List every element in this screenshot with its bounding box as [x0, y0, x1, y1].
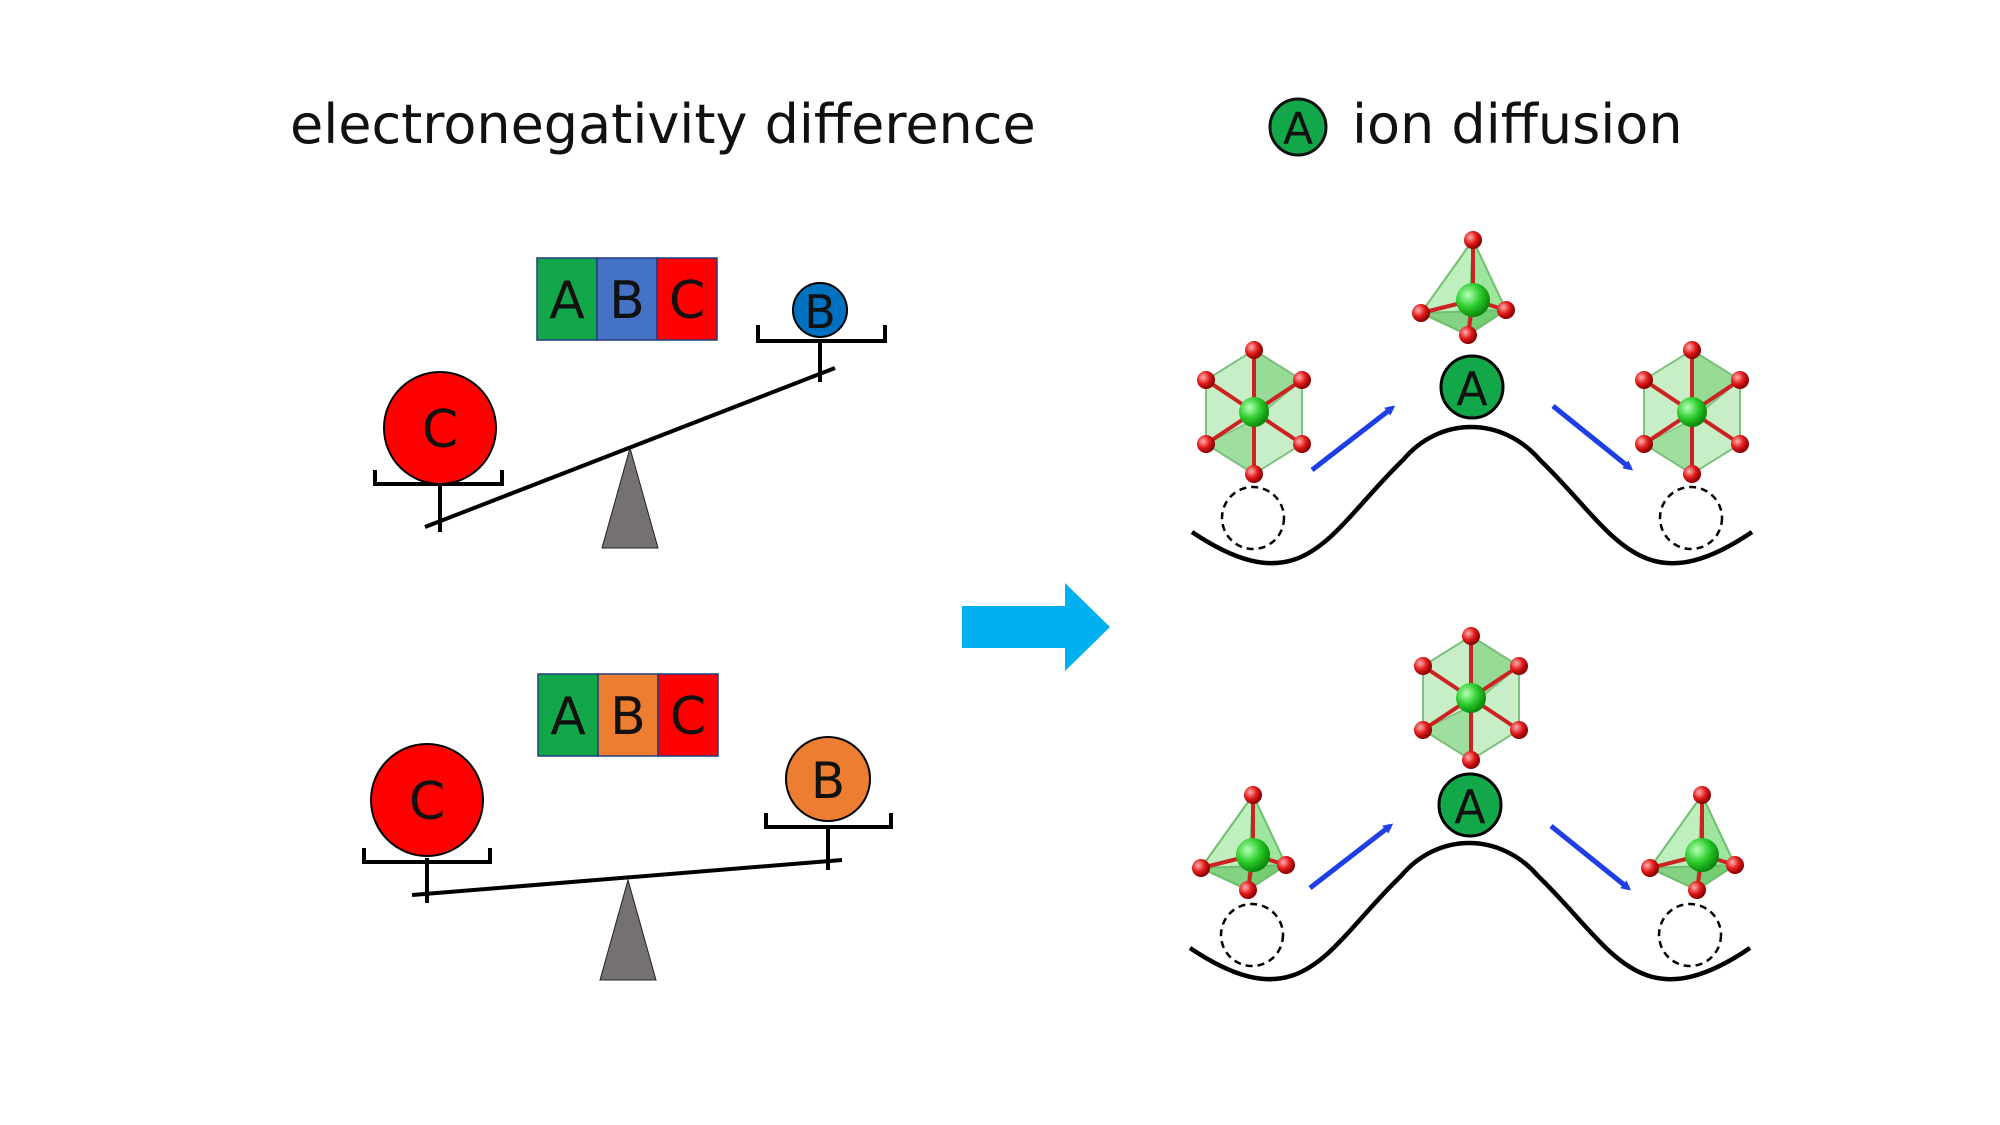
- top-formula-a: A: [549, 271, 585, 331]
- top-vacancy-right: [1658, 485, 1724, 551]
- tetrahedron-icon: [1410, 229, 1517, 346]
- top-formula-c: C: [669, 271, 705, 331]
- top-diffusion: A: [1190, 229, 1754, 566]
- tetrahedron-icon: [1190, 784, 1297, 901]
- octahedron-icon: [1633, 339, 1751, 485]
- right-title: ion diffusion: [1352, 93, 1683, 156]
- bottom-peak-ion: [1437, 772, 1503, 838]
- bottom-heavy-ball: [370, 743, 484, 857]
- octahedron-icon: [1195, 339, 1313, 485]
- ion-legend-label: A: [1283, 104, 1313, 155]
- bottom-energy-curve: [1188, 840, 1752, 982]
- bottom-vacancy-right: [1657, 902, 1723, 968]
- top-energy-curve: [1190, 424, 1754, 566]
- top-peak-ion-label: A: [1456, 362, 1488, 416]
- bottom-seesaw: A B C C B: [362, 673, 893, 981]
- bottom-light-ball: [785, 736, 871, 822]
- diffusion-arrow-icon: [1308, 823, 1394, 890]
- top-vacancy-left: [1220, 485, 1286, 551]
- bottom-heavy-ball-label: C: [409, 772, 445, 832]
- top-fulcrum: [601, 446, 659, 549]
- diffusion-arrow-icon: [1310, 405, 1396, 472]
- big-right-arrow-icon: [962, 583, 1110, 671]
- top-light-ball: [792, 282, 848, 338]
- top-light-ball-label: B: [804, 285, 836, 339]
- bottom-light-ball-label: B: [811, 752, 845, 810]
- top-heavy-ball: [383, 371, 497, 485]
- ion-legend-ball: [1268, 97, 1328, 157]
- diffusion-arrow-icon: [1551, 404, 1634, 471]
- tetrahedron-icon: [1639, 784, 1746, 901]
- top-peak-ion: [1439, 354, 1505, 420]
- top-heavy-ball-label: C: [422, 400, 458, 460]
- top-beam: [424, 366, 836, 529]
- bottom-diffusion: A: [1188, 625, 1752, 982]
- bottom-formula-c: C: [670, 687, 706, 747]
- bottom-formula-a: A: [550, 687, 586, 747]
- bottom-peak-ion-label: A: [1454, 780, 1486, 834]
- diffusion-arrow-icon: [1549, 824, 1632, 891]
- top-formula-b: B: [609, 271, 645, 331]
- bottom-vacancy-left: [1219, 902, 1285, 968]
- bottom-formula: A B C: [537, 673, 719, 757]
- octahedron-icon: [1412, 625, 1530, 771]
- bottom-beam: [411, 858, 843, 897]
- top-formula: A B C: [536, 257, 718, 341]
- bottom-fulcrum: [599, 878, 657, 981]
- left-title: electronegativity difference: [290, 93, 1036, 156]
- right-title-group: A ion diffusion: [1268, 93, 1683, 157]
- bottom-formula-b: B: [610, 687, 646, 747]
- top-seesaw: A B C C B: [373, 257, 887, 549]
